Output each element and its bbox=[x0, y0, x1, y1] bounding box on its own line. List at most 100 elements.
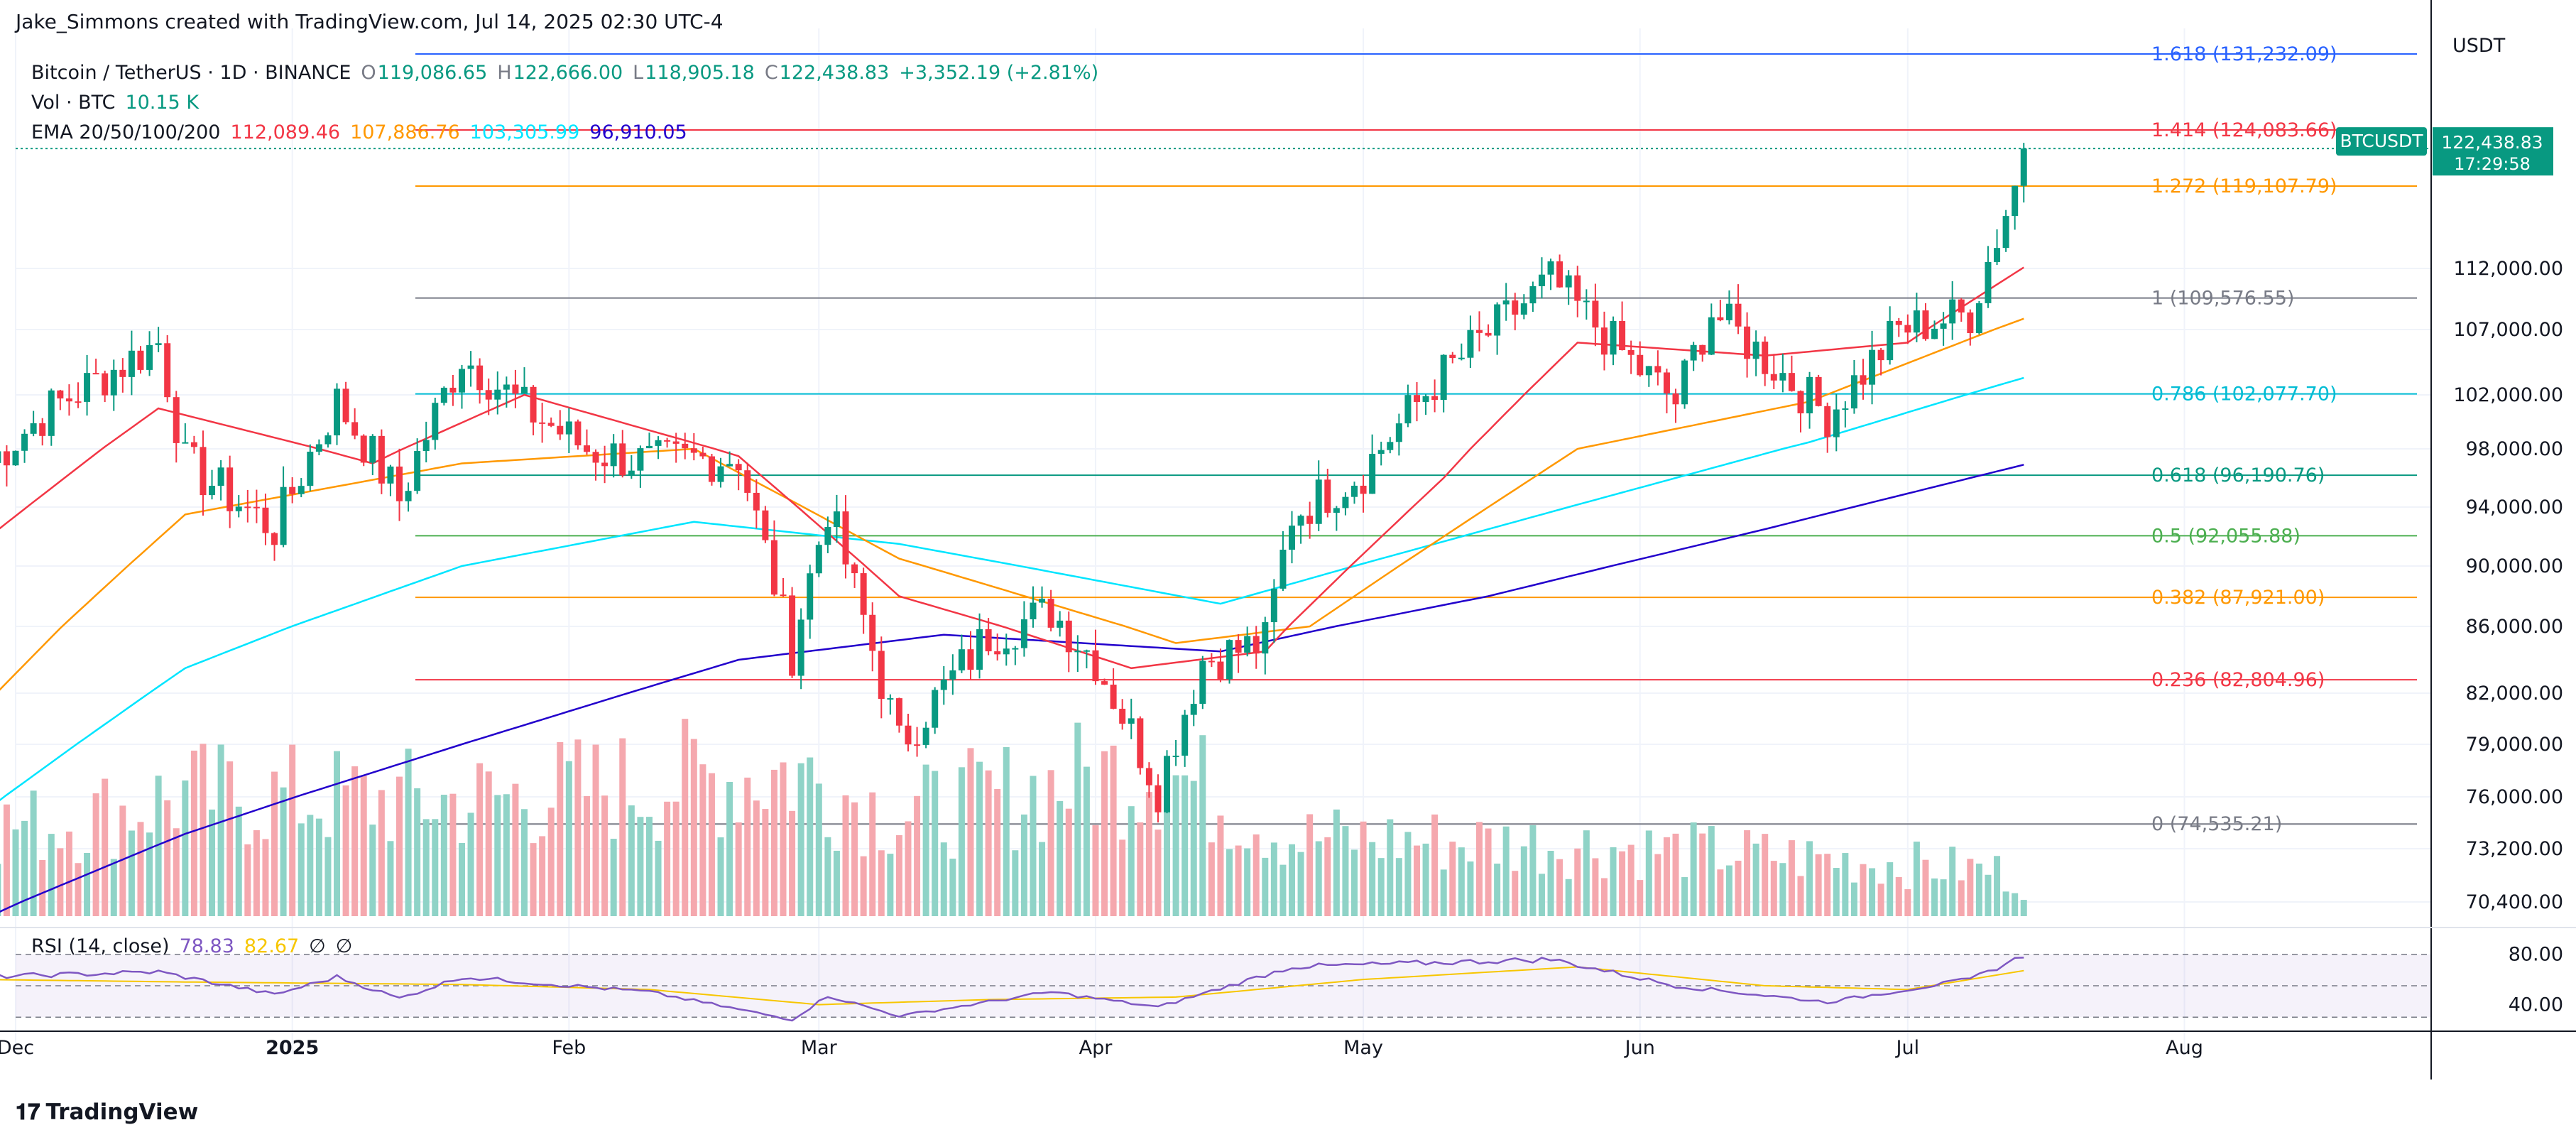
candle-body bbox=[1922, 310, 1929, 339]
candle-body bbox=[1458, 357, 1465, 359]
candle-body bbox=[1039, 599, 1046, 603]
ema-label[interactable]: EMA 20/50/100/200 bbox=[31, 121, 221, 143]
volume-bar bbox=[1475, 822, 1483, 916]
volume-bar bbox=[119, 805, 126, 916]
volume-bar bbox=[1289, 844, 1296, 916]
candle-body bbox=[789, 595, 796, 676]
volume-bar bbox=[164, 800, 171, 916]
candle-body bbox=[1235, 640, 1242, 653]
x-tick-label: Jun bbox=[1624, 1037, 1655, 1059]
volume-bar bbox=[932, 771, 939, 916]
volume-bar bbox=[1583, 830, 1590, 916]
volume-bar bbox=[440, 795, 447, 916]
candle-body bbox=[227, 467, 234, 511]
volume-bar bbox=[1690, 822, 1697, 916]
symbol-title[interactable]: Bitcoin / TetherUS · 1D · BINANCE bbox=[31, 62, 351, 84]
candle-body bbox=[565, 421, 572, 435]
volume-bar bbox=[137, 822, 144, 916]
candle-body bbox=[1145, 768, 1152, 785]
candle-body bbox=[833, 511, 840, 528]
candle-body bbox=[146, 344, 153, 370]
candle-body bbox=[1637, 354, 1644, 376]
candle-body bbox=[1137, 718, 1144, 768]
fib-level-label: 1.272 (119,107.79) bbox=[2151, 175, 2337, 197]
low-value: 118,905.18 bbox=[645, 62, 755, 84]
candle-body bbox=[949, 670, 956, 680]
volume-bar bbox=[503, 794, 510, 916]
candle-body bbox=[360, 435, 367, 463]
candle-body bbox=[1850, 375, 1857, 409]
candle-body bbox=[12, 450, 19, 466]
volume-bar bbox=[512, 783, 519, 916]
symbol-tag-text: BTCUSDT bbox=[2340, 131, 2423, 151]
volume-bar bbox=[1155, 830, 1162, 916]
volume-bar bbox=[324, 837, 332, 916]
candle-body bbox=[770, 540, 777, 595]
volume-bar bbox=[1458, 847, 1465, 916]
candle-body bbox=[726, 464, 733, 467]
y-tick-label: 112,000.00 bbox=[2453, 258, 2563, 280]
candle-body bbox=[182, 442, 189, 444]
volume-bar bbox=[726, 781, 733, 916]
fib-level-label: 1.414 (124,083.66) bbox=[2151, 119, 2337, 141]
volume-bar bbox=[914, 795, 921, 916]
rsi-pane bbox=[0, 953, 2431, 1022]
candle-body bbox=[1083, 650, 1090, 652]
candle-body bbox=[1279, 550, 1287, 589]
volume-bar bbox=[735, 822, 742, 916]
candle-body bbox=[75, 401, 82, 403]
fib-level-label: 1 (109,576.55) bbox=[2151, 288, 2294, 310]
volume-bar bbox=[601, 795, 608, 916]
volume-bar bbox=[1538, 874, 1545, 916]
candle-body bbox=[1047, 599, 1054, 628]
candle-body bbox=[878, 651, 885, 700]
volume-bar bbox=[1913, 842, 1920, 916]
volume-bar bbox=[2002, 891, 2009, 916]
candle-body bbox=[65, 398, 72, 402]
volume-bar bbox=[1681, 877, 1688, 916]
fib-level-label: 0.236 (82,804.96) bbox=[2151, 669, 2325, 691]
volume-bar bbox=[1600, 878, 1608, 916]
candle-body bbox=[1699, 344, 1706, 355]
volume-label[interactable]: Vol · BTC bbox=[31, 92, 116, 114]
tradingview-logo[interactable]: 𝟏𝟕 TradingView bbox=[16, 1099, 198, 1126]
ema200-value: 96,910.05 bbox=[589, 121, 687, 143]
y-tick-label: 79,000.00 bbox=[2466, 734, 2563, 756]
volume-bar bbox=[645, 817, 653, 916]
volume-bar bbox=[30, 790, 37, 916]
volume-bar bbox=[405, 749, 412, 916]
candle-body bbox=[807, 573, 814, 620]
volume-bar bbox=[833, 850, 840, 916]
rsi-value: 78.83 bbox=[179, 935, 234, 957]
volume-bar bbox=[1877, 883, 1884, 916]
volume-bar bbox=[1637, 880, 1644, 916]
volume-bar bbox=[1940, 879, 1947, 916]
rsi-label[interactable]: RSI (14, close) bbox=[31, 935, 170, 957]
candle-body bbox=[619, 443, 626, 476]
volume-bar bbox=[574, 739, 582, 916]
candle-body bbox=[2020, 148, 2027, 186]
volume-bar bbox=[396, 776, 403, 916]
candle-body bbox=[637, 448, 644, 471]
candle-body bbox=[1155, 785, 1162, 812]
volume-bar bbox=[1110, 745, 1117, 916]
candle-body bbox=[1395, 423, 1402, 442]
volume-bar bbox=[1208, 842, 1215, 916]
volume-bar bbox=[1047, 770, 1054, 916]
candle-body bbox=[1092, 650, 1099, 682]
y-tick-label: 94,000.00 bbox=[2466, 496, 2563, 518]
candle-body bbox=[476, 365, 484, 391]
candle-body bbox=[1833, 409, 1840, 437]
candle-body bbox=[520, 386, 528, 394]
volume-bar bbox=[422, 819, 430, 916]
currency-selector[interactable]: USDT bbox=[2452, 35, 2506, 57]
volume-bar bbox=[878, 850, 885, 916]
candle-body bbox=[1199, 660, 1206, 705]
volume-bar bbox=[253, 830, 260, 916]
candle-body bbox=[1690, 344, 1697, 361]
candle-body bbox=[1289, 526, 1296, 550]
x-tick-label: Jul bbox=[1895, 1037, 1920, 1059]
close-value: 122,438.83 bbox=[779, 62, 890, 84]
volume-bar bbox=[209, 809, 216, 916]
